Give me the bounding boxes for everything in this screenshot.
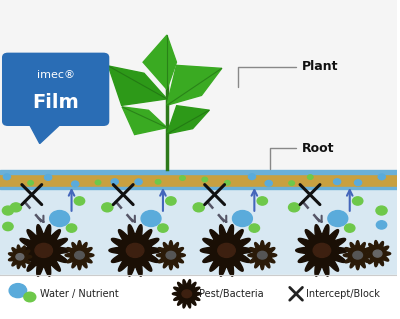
Circle shape [111,179,118,185]
Circle shape [166,197,176,205]
Text: Intercept/Block: Intercept/Block [306,289,380,299]
Polygon shape [122,107,167,135]
Circle shape [334,179,341,185]
FancyBboxPatch shape [2,53,109,126]
Circle shape [354,180,362,186]
Circle shape [257,197,268,205]
Circle shape [72,181,79,187]
Bar [0,275,398,319]
Circle shape [180,176,185,180]
Polygon shape [156,241,185,270]
Polygon shape [200,225,253,276]
Circle shape [24,292,36,302]
Circle shape [166,251,176,259]
Polygon shape [365,241,391,267]
Circle shape [376,206,387,215]
Circle shape [95,180,101,185]
Circle shape [225,181,230,185]
Circle shape [202,177,208,182]
Circle shape [232,211,252,226]
Circle shape [102,203,113,212]
Polygon shape [18,225,70,276]
Polygon shape [143,35,176,89]
Circle shape [248,174,256,180]
Circle shape [193,203,204,212]
Circle shape [218,243,235,257]
Text: imec®: imec® [37,70,75,80]
Circle shape [141,211,161,226]
Circle shape [182,290,192,298]
Circle shape [35,243,52,257]
Text: Film: Film [32,93,79,112]
Polygon shape [248,241,277,270]
Circle shape [352,197,363,205]
Circle shape [10,203,22,212]
Polygon shape [167,65,222,105]
Circle shape [249,224,260,232]
Circle shape [28,181,33,185]
Polygon shape [28,121,64,144]
Bar [0,170,398,174]
Circle shape [288,203,300,212]
Circle shape [44,174,52,180]
Polygon shape [343,241,372,270]
Bar [0,0,398,174]
Circle shape [258,251,267,259]
Circle shape [155,180,161,184]
Text: Plant: Plant [238,61,338,86]
Bar [0,187,398,275]
Text: Water / Nutrient: Water / Nutrient [40,289,118,299]
Circle shape [74,197,85,205]
Circle shape [66,224,77,232]
Circle shape [308,175,313,179]
Circle shape [265,181,272,186]
Circle shape [328,211,348,226]
Polygon shape [65,241,94,270]
Circle shape [126,243,144,257]
Polygon shape [172,280,201,308]
Circle shape [378,174,385,180]
Circle shape [344,224,355,232]
Circle shape [2,206,14,215]
Bar [0,174,398,187]
Polygon shape [109,225,161,276]
Polygon shape [108,66,167,105]
Polygon shape [296,225,348,276]
Circle shape [313,243,331,257]
Circle shape [376,221,387,229]
Circle shape [3,222,13,231]
Circle shape [373,250,382,257]
Text: Root: Root [270,142,334,169]
Circle shape [75,251,84,259]
Circle shape [9,284,27,298]
Polygon shape [167,106,209,134]
Circle shape [353,251,362,259]
Polygon shape [8,245,32,269]
Circle shape [158,224,168,232]
Text: Pest/Bacteria: Pest/Bacteria [199,289,263,299]
Circle shape [289,181,294,185]
Circle shape [16,254,24,260]
Circle shape [50,211,70,226]
Circle shape [135,179,142,185]
Circle shape [3,174,10,180]
Bar [0,187,398,189]
